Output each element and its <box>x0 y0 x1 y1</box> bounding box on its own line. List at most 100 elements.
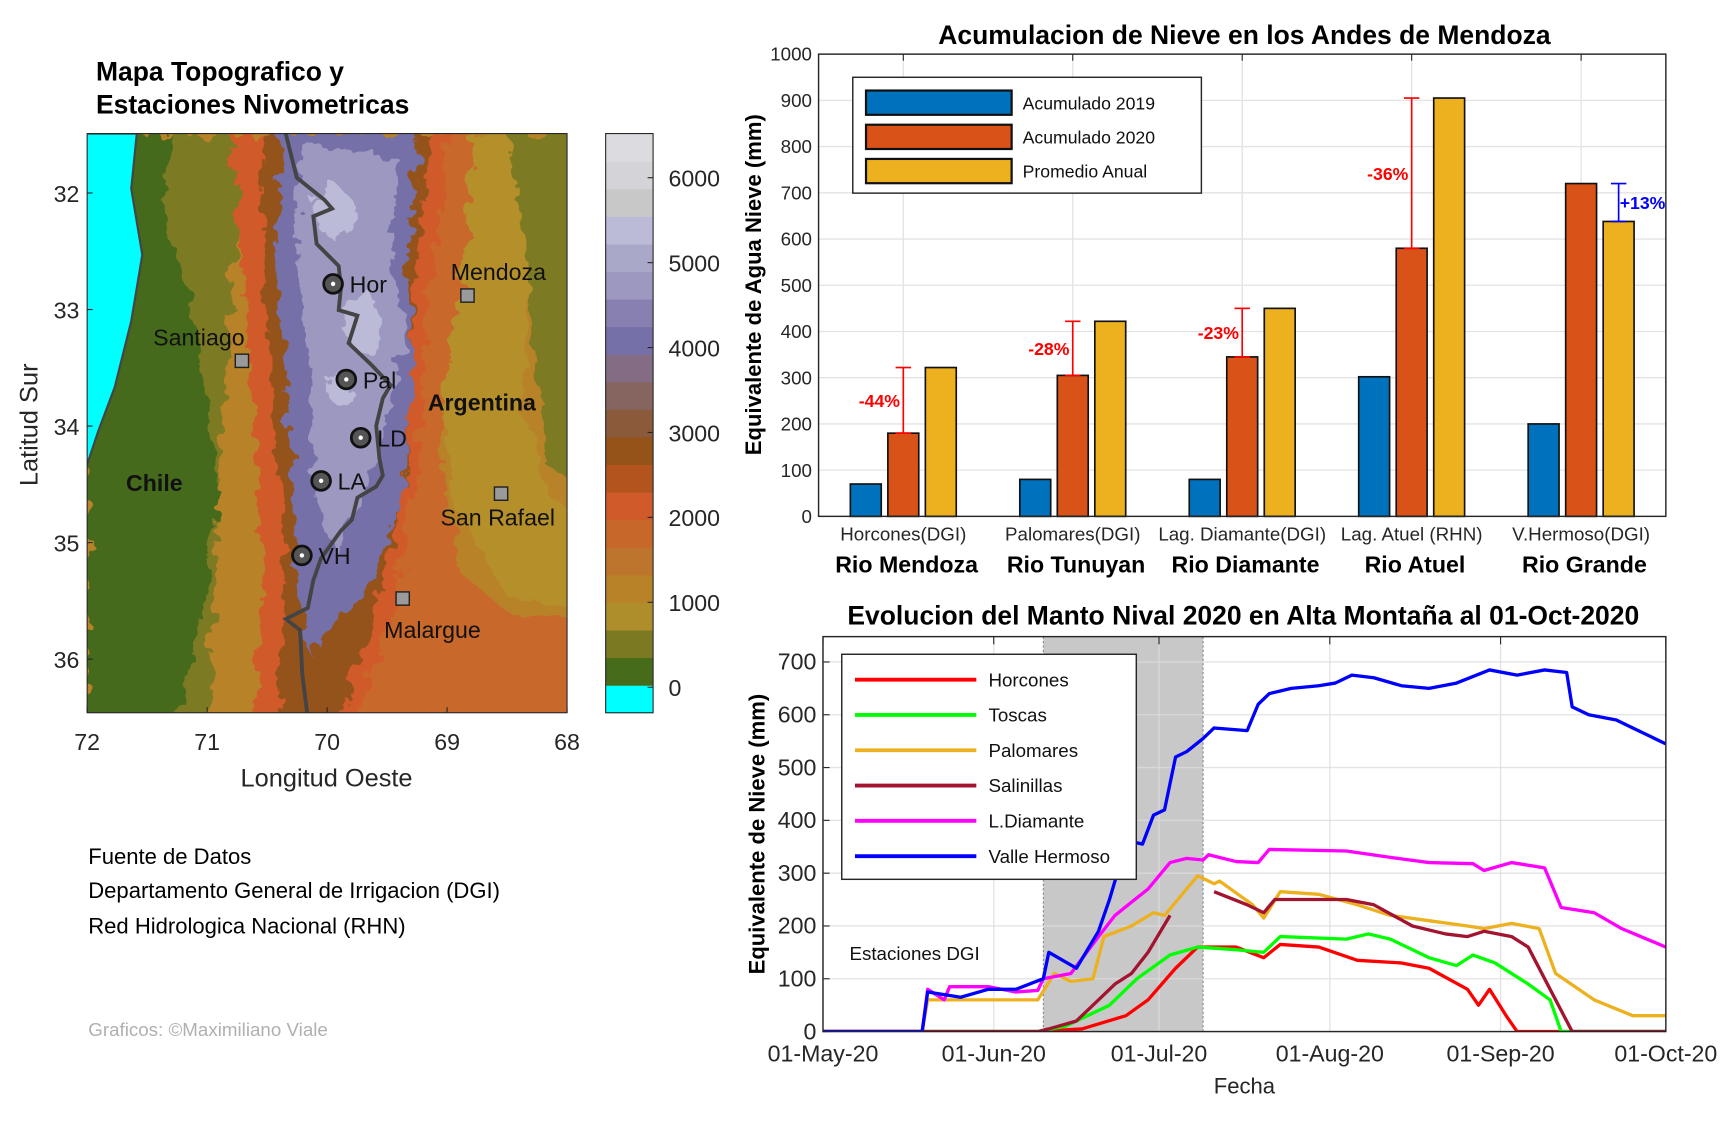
line-xtick-label: 01-Sep-20 <box>1447 1040 1555 1066</box>
terrain-layers <box>87 133 568 713</box>
bar-group-label: Rio Tunuyan <box>1007 552 1146 578</box>
line-ytick-label: 0 <box>803 1018 816 1044</box>
city-marker: Santiago <box>153 324 250 369</box>
series-line-valle-hermoso <box>822 668 1666 1032</box>
station-dot <box>358 435 363 440</box>
series-line-toscas <box>822 932 1666 1032</box>
colorbar-swatch <box>605 133 654 162</box>
bar <box>1263 307 1296 518</box>
map-xtick-label: 68 <box>554 729 580 755</box>
legend-swatch <box>864 89 1013 116</box>
bar-ytick-label: 1000 <box>770 44 812 65</box>
legend-label: Horcones <box>988 669 1068 690</box>
map-panel: Mapa Topografico y Estaciones Nivometric… <box>16 57 721 1040</box>
bar <box>1432 97 1466 518</box>
line-ytick-label: 600 <box>778 701 817 727</box>
bar-ytick-label: 900 <box>781 90 812 111</box>
line-chart: Evolucion del Manto Nival 2020 en Alta M… <box>745 600 1718 1098</box>
map-ylabel: Latitud Sur <box>16 363 44 486</box>
colorbar-tick-label: 2000 <box>669 505 721 531</box>
station-marker: LA <box>310 469 367 495</box>
bar-category-label: Lag. Atuel (RHN) <box>1341 524 1483 545</box>
colorbar-swatch <box>605 381 654 410</box>
stations-annotation: Estaciones DGI <box>849 943 979 964</box>
credit: Graficos: ©Maximiliano Viale <box>88 1019 328 1040</box>
sources-line: Departamento General de Irrigacion (DGI) <box>88 878 500 903</box>
map-xlabel: Longitud Oeste <box>241 765 413 793</box>
colorbar-swatch <box>605 299 654 328</box>
colorbar-swatch <box>605 216 654 245</box>
percent-change-label: -28% <box>1028 339 1069 359</box>
bar-group-label: Rio Diamante <box>1172 552 1320 578</box>
bar <box>1018 478 1052 518</box>
bar <box>1564 182 1598 518</box>
station-marker: LD <box>349 426 407 452</box>
station-dot <box>330 281 336 287</box>
colorbar-swatch <box>605 574 654 603</box>
colorbar-swatch <box>605 657 654 686</box>
legend-swatch <box>864 157 1013 185</box>
bar-ytick-label: 0 <box>802 506 812 527</box>
international-border <box>282 133 393 713</box>
colorbar-tick-label: 6000 <box>669 166 721 192</box>
bar-chart-title: Acumulacion de Nieve en los Andes de Men… <box>938 20 1551 50</box>
legend-swatch <box>864 123 1013 151</box>
city-label: Malargue <box>384 617 481 643</box>
line-ytick-label: 500 <box>778 754 817 780</box>
city-label: San Rafael <box>440 505 555 531</box>
map-ytick-label: 34 <box>54 414 80 440</box>
colorbar-swatch <box>605 354 654 383</box>
percent-change-label: -36% <box>1367 164 1408 184</box>
colorbar-swatch <box>605 188 654 217</box>
bar-ytick-label: 400 <box>781 321 812 342</box>
legend-label: Toscas <box>988 705 1046 726</box>
line-xtick-label: 01-May-20 <box>768 1040 879 1066</box>
bar <box>924 366 958 518</box>
legend-label: L.Diamante <box>988 810 1084 831</box>
legend-label: Salinillas <box>988 775 1062 796</box>
colorbar-swatch <box>605 409 654 438</box>
colorbar-tick-label: 0 <box>669 675 682 701</box>
line-xtick-label: 01-Aug-20 <box>1276 1040 1384 1066</box>
bar <box>1056 374 1090 518</box>
bar <box>1357 375 1391 518</box>
bar-group-label: Rio Atuel <box>1365 552 1466 578</box>
topographic-map: Hor Pal LD LA VH Mendoza Santiago San Rafael Mal… <box>86 133 568 714</box>
colorbar-swatch <box>605 492 654 521</box>
city-marker: Malargue <box>384 591 481 643</box>
colorbar-swatch <box>605 602 654 631</box>
map-xtick-label: 70 <box>314 729 340 755</box>
bar <box>1093 320 1127 518</box>
colorbar-swatch <box>605 547 654 576</box>
colorbar-tick-label: 5000 <box>669 250 721 276</box>
legend-label: Promedio Anual <box>1023 162 1148 182</box>
bar-legend: Acumulado 2019 Acumulado 2020 Promedio Anu… <box>852 76 1203 194</box>
legend-label: Acumulado 2020 <box>1023 127 1156 147</box>
line-ytick-label: 100 <box>778 965 817 991</box>
colorbar-swatch <box>605 243 654 273</box>
percent-change-label: -44% <box>859 391 900 411</box>
colorbar-tick-label: 4000 <box>669 335 721 361</box>
city-label: Santiago <box>153 324 244 350</box>
bar-chart: Acumulacion de Nieve en los Andes de Men… <box>741 20 1667 578</box>
map-title-line2: Estaciones Nivometricas <box>96 90 409 120</box>
city-marker: Mendoza <box>451 259 546 303</box>
bar-ytick-label: 600 <box>781 229 812 250</box>
series-lines <box>822 668 1666 1032</box>
station-label: VH <box>318 543 350 569</box>
map-xtick-label: 72 <box>74 729 100 755</box>
bar <box>849 483 883 518</box>
line-legend: Horcones Toscas Palomares Salinillas L.Diama… <box>841 653 1138 881</box>
legend-label: Acumulado 2019 <box>1023 93 1155 113</box>
legend-box <box>841 653 1138 881</box>
line-ytick-label: 200 <box>778 913 817 939</box>
bar-ytick-label: 800 <box>781 136 812 157</box>
bar-category-label: V.Hermoso(DGI) <box>1512 524 1650 545</box>
sources-line: Red Hidrologica Nacional (RHN) <box>88 913 405 938</box>
bar-group-label: Rio Grande <box>1522 552 1647 578</box>
bar-ytick-label: 100 <box>781 460 812 481</box>
station-label: Hor <box>350 272 388 298</box>
colorbar-frame <box>605 133 654 714</box>
bar <box>887 432 920 518</box>
